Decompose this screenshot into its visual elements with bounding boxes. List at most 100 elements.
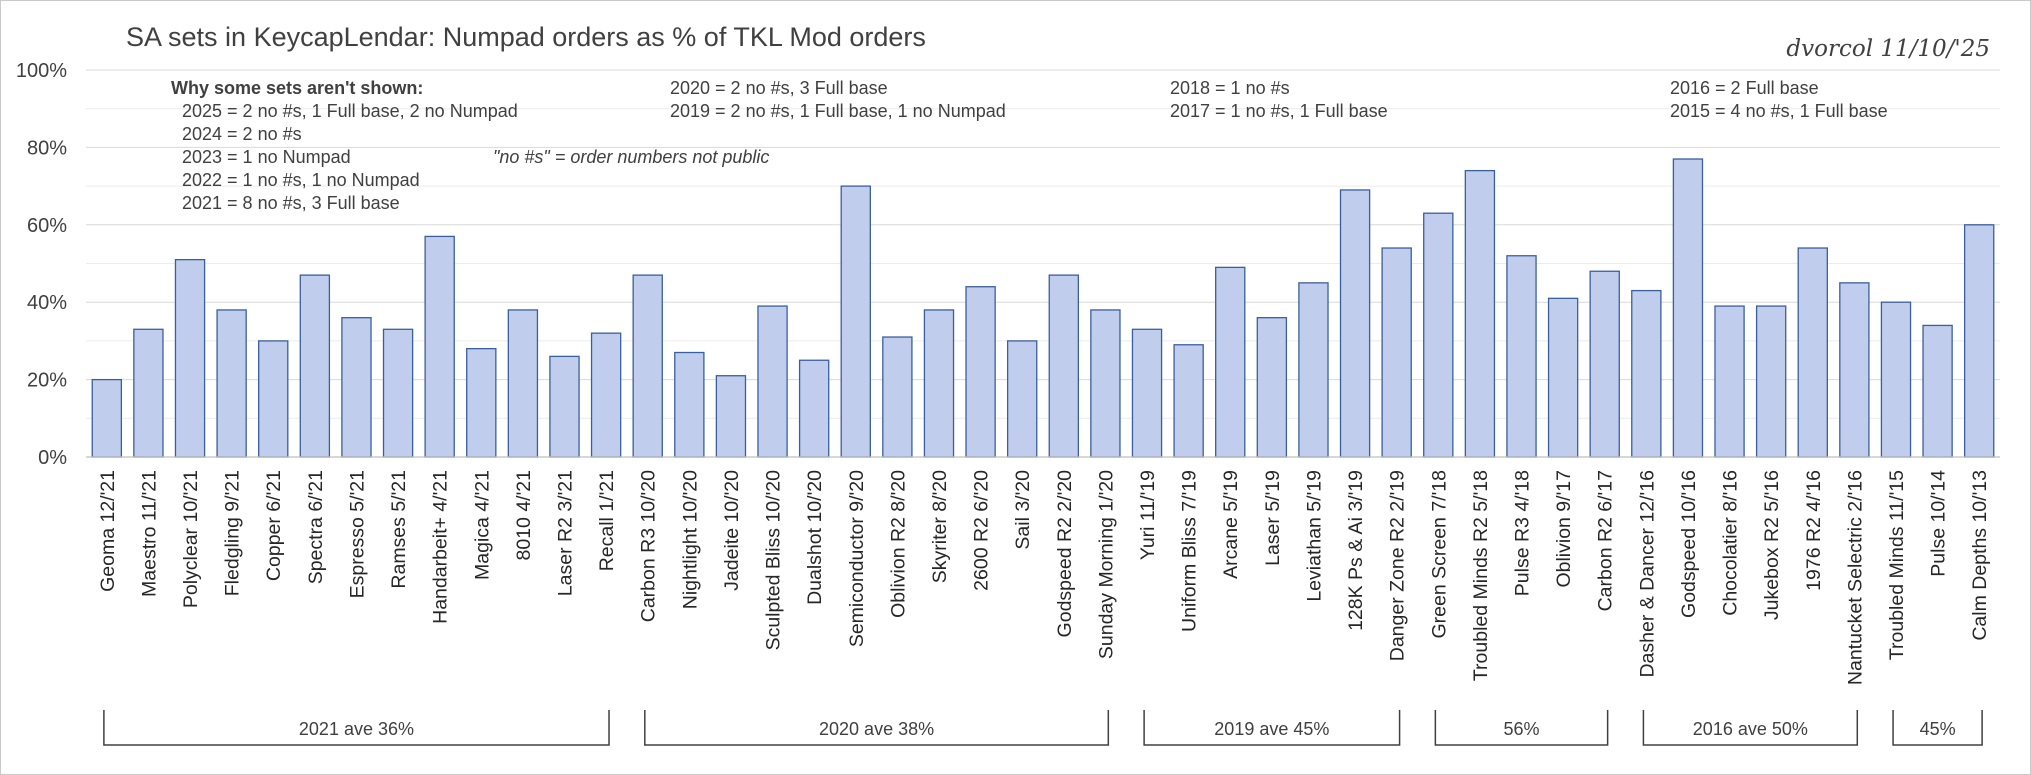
group-bracket [1892, 710, 1983, 746]
bar [1423, 212, 1454, 458]
x-tick-label: Uniform Bliss 7/'19 [1179, 470, 1201, 632]
group-label: 45% [1920, 719, 1956, 739]
notes-heading: Why some sets aren't shown: [171, 78, 423, 98]
bar [1339, 189, 1371, 458]
bar [91, 378, 123, 458]
group-label: 2016 ave 50% [1693, 719, 1808, 739]
bar [382, 328, 414, 458]
x-tick-label: Pulse 10/'14 [1928, 470, 1950, 577]
x-tick-label: Espresso 5/'21 [346, 470, 368, 598]
group-bracket [1434, 710, 1609, 746]
x-tick-label: Recall 1/'21 [596, 470, 618, 571]
x-tick-label: Carbon R2 6/'17 [1595, 470, 1617, 611]
y-tick-label: 100% [16, 60, 67, 82]
x-tick-label: Danger Zone R2 2/'19 [1387, 470, 1409, 661]
bar [1464, 169, 1496, 458]
bar [840, 185, 871, 458]
bar [1963, 224, 1995, 458]
bar [1714, 305, 1745, 458]
x-tick-label: Yuri 11/'19 [1137, 470, 1159, 560]
x-tick-label: Maestro 11/'21 [138, 470, 160, 597]
x-tick-label: Laser R2 3/'21 [555, 470, 577, 596]
bar [1090, 309, 1121, 458]
x-tick-label: Sail 3/'20 [1012, 470, 1034, 550]
x-tick-label: Leviathan 5/'19 [1303, 470, 1325, 602]
x-tick-label: 2600 R2 6/'20 [971, 470, 993, 591]
bar [1381, 247, 1412, 458]
x-tick-label: Calm Depths 10/'13 [1969, 470, 1991, 641]
x-tick-label: Semiconductor 9/'20 [846, 470, 868, 647]
x-axis-labels: Geoma 12/'21 Maestro 11/'21 Polyclear 10/'… [97, 470, 1991, 685]
x-tick-label: Dasher & Dancer 12/'16 [1636, 470, 1658, 678]
exclusion-notes: Why some sets aren't shown: 2025 = 2 no … [171, 78, 1888, 213]
group-label: 2019 ave 45% [1214, 719, 1329, 739]
x-tick-label: Troubled Minds R2 5/'18 [1470, 470, 1492, 681]
x-tick-label: Nightlight 10/'20 [679, 470, 701, 609]
x-tick-label: Sculpted Bliss 10/'20 [763, 470, 785, 651]
x-tick-label: Godspeed R2 2/'20 [1054, 470, 1076, 638]
x-tick-label: Skyriter 8/'20 [929, 470, 951, 583]
bar [549, 355, 580, 458]
bar [715, 375, 747, 458]
bar [258, 340, 289, 458]
x-tick-label: 8010 4/'21 [513, 470, 535, 560]
group-bracket [103, 710, 610, 746]
x-tick-label: Sunday Morning 1/'20 [1095, 470, 1117, 659]
note-2015: 2015 = 4 no #s, 1 Full base [1670, 101, 1888, 121]
note-definition: "no #s" = order numbers not public [493, 147, 769, 167]
bar [590, 332, 622, 458]
bar [757, 305, 788, 458]
bar [1922, 324, 1953, 458]
group-bracket [644, 710, 1110, 746]
x-tick-label: Green Screen 7/'18 [1428, 470, 1450, 639]
note-2020: 2020 = 2 no #s, 3 Full base [670, 78, 888, 98]
x-tick-label: Jukebox R2 5/'16 [1761, 470, 1783, 620]
bar [216, 309, 247, 458]
y-tick-label: 20% [27, 370, 67, 392]
group-bracket [1143, 710, 1401, 746]
bar [341, 317, 372, 458]
x-tick-label: Copper 6/'21 [263, 470, 285, 581]
x-tick-label: Jadeite 10/'20 [721, 470, 743, 591]
bar [424, 235, 455, 458]
x-tick-label: 128K Ps & Ai 3/'19 [1345, 470, 1367, 631]
gridlines [86, 69, 2000, 419]
bar [1006, 340, 1038, 458]
x-tick-label: Polyclear 10/'21 [180, 470, 202, 608]
x-tick-label: Chocolatier 8/'16 [1720, 470, 1742, 616]
x-tick-label: Laser 5/'19 [1262, 470, 1284, 566]
bar [632, 274, 663, 458]
note-2024: 2024 = 2 no #s [182, 124, 302, 144]
x-tick-label: Handarbeit+ 4/'21 [430, 470, 452, 624]
bar [1672, 158, 1704, 458]
bar [1131, 328, 1163, 458]
bar [923, 309, 955, 458]
bar [466, 347, 497, 458]
bar [174, 258, 206, 458]
bar [1547, 297, 1579, 458]
bar [965, 286, 996, 458]
group-bracket [1642, 710, 1859, 746]
x-tick-label: Pulse R3 4/'18 [1512, 470, 1534, 596]
x-tick-label: Oblivion R2 8/'20 [887, 470, 909, 618]
bar [1880, 301, 1912, 458]
group-label: 2020 ave 38% [819, 719, 934, 739]
x-tick-label: Carbon R3 10/'20 [638, 470, 660, 622]
x-tick-label: 1976 R2 4/'16 [1803, 470, 1825, 591]
bar [1506, 255, 1537, 458]
year-groups: 2021 ave 36% 2020 ave 38% 2019 ave 45% 56% 2… [103, 710, 1983, 746]
bar [1298, 282, 1329, 458]
note-2022: 2022 = 1 no #s, 1 no Numpad [182, 170, 420, 190]
bar [1256, 317, 1288, 458]
note-2017: 2017 = 1 no #s, 1 Full base [1170, 101, 1388, 121]
y-axis: 0% 20% 40% 60% 80% 100% [16, 60, 67, 469]
x-tick-label: Nantucket Selectric 2/'16 [1844, 470, 1866, 685]
y-tick-label: 40% [27, 292, 67, 314]
bar [1797, 247, 1828, 458]
x-tick-label: Geoma 12/'21 [97, 470, 119, 592]
x-tick-label: Oblivion 9/'17 [1553, 470, 1575, 588]
bar [1048, 274, 1080, 458]
note-2019: 2019 = 2 no #s, 1 Full base, 1 no Numpad [670, 101, 1006, 121]
x-tick-label: Ramses 5/'21 [388, 470, 410, 589]
